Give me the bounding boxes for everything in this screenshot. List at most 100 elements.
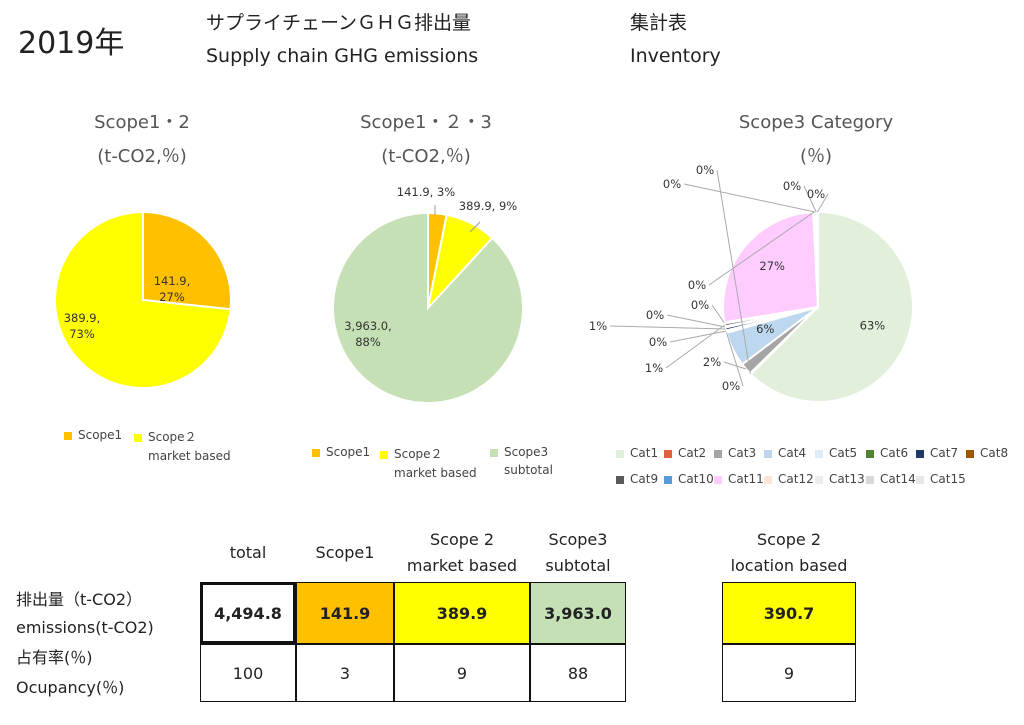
legend1-label-scope2: Scope２ [148, 430, 197, 444]
pie3-label-cat13: 0% [663, 177, 681, 191]
legend2-label-scope2: Scope２ [394, 447, 443, 461]
legend3-label-cat2: Cat2 [678, 446, 707, 460]
legend3-swatch-cat6 [866, 449, 874, 458]
legend2-sub-scope3: subtotal [504, 463, 553, 477]
legend3-swatch-cat1 [616, 449, 624, 458]
legend3-label-cat13: Cat13 [829, 472, 865, 486]
pie3-slice-cat1 [749, 210, 914, 403]
legend3-swatch-cat7 [916, 449, 924, 458]
legend3-label-cat7: Cat7 [930, 446, 959, 460]
row-label-emissions-jp: 排出量（t-CO2） [16, 590, 142, 609]
pie3-leader-cat7 [609, 325, 726, 330]
pie-chart-3: 63%6%27%0%2%0%0%1%0%1%0%0%0% 0%0% [589, 163, 914, 403]
col-header-scope2-line1: Scope 2 [429, 530, 494, 549]
pie3-label-cat10: 0% [691, 298, 709, 312]
pie3-label-cat15: 0% [807, 187, 825, 201]
pie-chart-1: 141.9, 27% 389.9, 73% [54, 210, 232, 389]
legend3-swatch-cat10 [664, 475, 672, 484]
legend3-label-cat9: Cat9 [630, 472, 659, 486]
pie3-leader-cat2 [716, 169, 751, 374]
col-header-total: total [229, 543, 267, 562]
pie3-label-cat2: 0% [696, 163, 714, 177]
legend3-item-cat2: Cat2 [664, 446, 706, 460]
legend3-label-cat8: Cat8 [980, 446, 1009, 460]
inventory-jp: 集計表 [630, 12, 688, 34]
pie3-label-cat14: 0% [783, 179, 801, 193]
col-header-location-line1: Scope 2 [756, 530, 821, 549]
legend2-swatch-scope2 [380, 450, 388, 459]
pie3-leader-cat15 [816, 193, 829, 213]
col-header-scope2: Scope 2 market based [394, 527, 530, 579]
legend2-label-scope1: Scope1 [326, 445, 371, 459]
pie3-label-cat8: 0% [646, 308, 664, 322]
row-label-emissions-en: emissions(t-CO2) [16, 618, 154, 637]
pie3-label-cat7: 1% [589, 319, 607, 333]
cell-occupancy-total: 100 [200, 644, 296, 702]
pie3-label-cat3: 2% [703, 355, 721, 369]
row-label-occupancy-jp: 占有率(％) [16, 648, 93, 667]
legend2-item-scope3: Scope3 subtotal [490, 445, 553, 477]
pie3-label-cat4: 6% [756, 322, 774, 336]
legend3-label-cat12: Cat12 [778, 472, 814, 486]
legend3-item-cat1: Cat1 [616, 446, 658, 460]
legend3-item-cat11: Cat11 [714, 472, 764, 486]
pie3-leader-cat6 [669, 330, 727, 343]
legend3-label-cat3: Cat3 [728, 446, 757, 460]
legend3-item-cat3: Cat3 [714, 446, 756, 460]
pie3-slice-cat15 [815, 210, 819, 308]
legend3-swatch-cat5 [815, 449, 823, 458]
pie2-slice-scope3-subtotal [332, 211, 524, 404]
cell-occupancy-scope3: 88 [530, 644, 626, 702]
col-header-scope3-line1: Scope3 [548, 530, 608, 549]
pie1-label-scope1: 141.9, 27% [154, 274, 191, 304]
legend3-swatch-cat2 [664, 449, 672, 458]
col-header-scope3-line2: subtotal [545, 556, 611, 575]
legend3-item-cat7: Cat7 [916, 446, 958, 460]
legend3-item-cat4: Cat4 [764, 446, 806, 460]
pie-charts: 141.9, 27% 389.9, 73% 141.9, 3%389.9, 9% 3,96… [54, 163, 914, 404]
legend3-swatch-cat4 [764, 449, 772, 458]
cell-occupancy-scope2: 9 [394, 644, 530, 702]
legend3-item-cat10: Cat10 [664, 472, 714, 486]
legend2-label-scope3: Scope3 [504, 445, 549, 459]
legend3-item-cat5: Cat5 [815, 446, 857, 460]
legend3-label-cat11: Cat11 [728, 472, 764, 486]
year-label: 2019年 [18, 26, 125, 61]
cell-emissions-total: 4,494.8 [200, 582, 296, 644]
cell-emissions-scope2: 389.9 [394, 582, 530, 644]
col-header-scope2-line2: market based [406, 556, 518, 575]
chart1-title: Scope1・2 [94, 112, 190, 133]
legend3-swatch-cat15 [916, 475, 924, 484]
legend1-item-scope2: Scope２ market based [134, 428, 231, 463]
legend3-item-cat12: Cat12 [764, 472, 814, 486]
legend3-item-cat15: Cat15 [916, 472, 966, 486]
chart2-title-block: Scope1・２・3 (t-CO2,％) [306, 106, 546, 174]
chart1-subtitle: (t-CO2,％) [97, 146, 187, 167]
legend3-item-cat13: Cat13 [815, 472, 865, 486]
pie2-label-scope-market-based: 389.9, 9% [459, 199, 518, 213]
pie3-leader-cat13 [683, 183, 816, 213]
legend3-label-cat5: Cat5 [829, 446, 858, 460]
legend3-item-cat9: Cat9 [616, 472, 658, 486]
pie3-label-cat11: 27% [759, 259, 785, 273]
col-header-location: Scope 2 location based [722, 527, 856, 579]
cell-occupancy-scope1: 3 [296, 644, 394, 702]
pie3-label-cat1: 63% [860, 319, 886, 333]
legend3-item-cat6: Cat6 [866, 446, 908, 460]
legend3-label-cat6: Cat6 [880, 446, 909, 460]
pie1-label-scope-market-based: 389.9, 73% [64, 311, 101, 341]
legend3-swatch-cat13 [815, 475, 823, 484]
pie3-leader-cat10 [711, 304, 725, 324]
legend3-swatch-cat3 [714, 449, 722, 458]
legend3-swatch-cat12 [764, 475, 772, 484]
legend3-label-cat4: Cat4 [778, 446, 807, 460]
legend1-swatch-scope2 [134, 433, 142, 442]
cell-emissions-scope3: 3,963.0 [530, 582, 626, 644]
legend3-swatch-cat8 [966, 449, 974, 458]
legend3-swatch-cat9 [616, 475, 624, 484]
pie2-label-scope3-subtotal: 3,963.0, 88% [344, 319, 392, 349]
pie3-leader-cat12 [708, 211, 815, 286]
legend3-item-cat14: Cat14 [866, 472, 916, 486]
pie3-label-cat5: 0% [722, 379, 740, 393]
cell-emissions-location: 390.7 [722, 582, 856, 644]
